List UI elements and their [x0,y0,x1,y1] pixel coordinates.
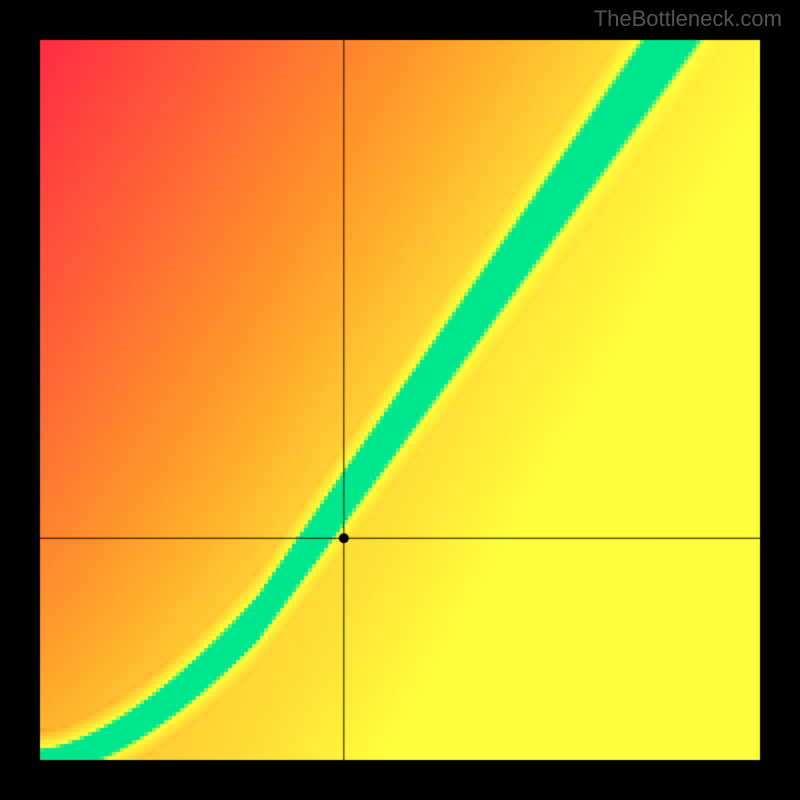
watermark-text: TheBottleneck.com [594,6,782,32]
heatmap-canvas [0,0,800,800]
chart-container: TheBottleneck.com [0,0,800,800]
